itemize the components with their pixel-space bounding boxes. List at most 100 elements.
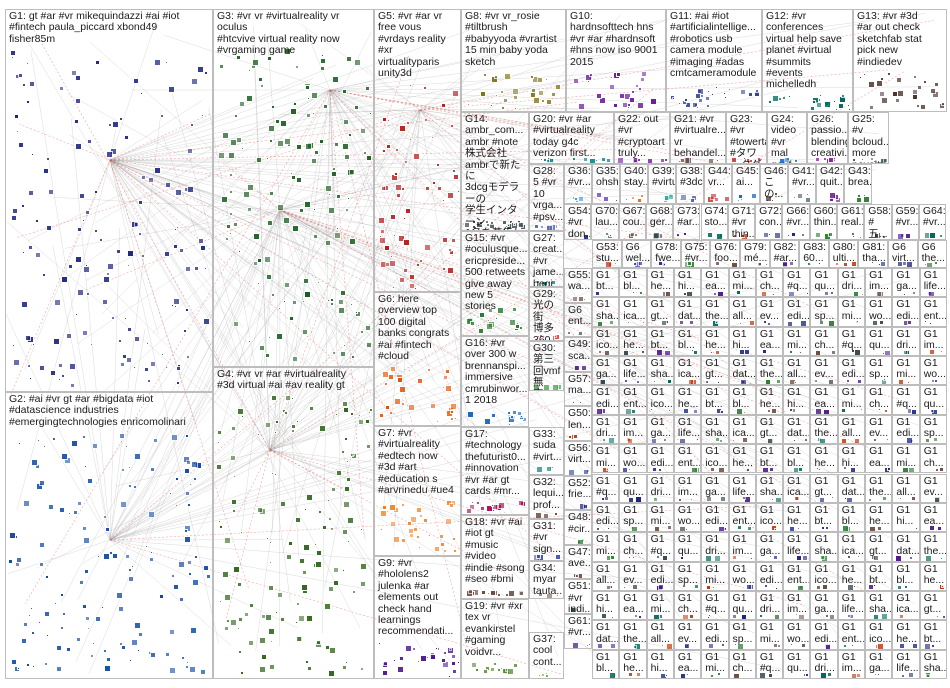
group-label: G1 ica... — [732, 415, 755, 440]
small-group-panel: G1 ico... — [755, 502, 784, 533]
vertex — [513, 663, 519, 669]
vertex — [604, 232, 609, 236]
vertex — [904, 585, 909, 590]
edge — [109, 159, 888, 660]
vertex — [395, 193, 401, 199]
vertex — [497, 592, 502, 597]
vertex — [606, 527, 610, 531]
vertex — [342, 143, 350, 151]
small-group-panel: G1 edi... — [810, 620, 838, 650]
edge — [130, 89, 331, 584]
vertex — [539, 157, 543, 161]
vertex — [568, 434, 573, 439]
edge — [109, 159, 876, 171]
vertex — [595, 407, 603, 414]
vertex — [768, 99, 773, 104]
group-label: G1 qu... — [623, 474, 644, 498]
small-group-panel: G1 dri... — [810, 649, 838, 679]
vertex — [610, 615, 614, 619]
edge — [109, 159, 352, 323]
vertex — [225, 223, 231, 229]
edge — [109, 159, 197, 426]
group-label: G1 wo... — [923, 357, 946, 381]
vertex — [271, 104, 276, 109]
vertex — [424, 186, 430, 192]
vertex — [253, 232, 261, 240]
vertex — [248, 340, 252, 344]
small-group-panel: G72: con... — [755, 204, 783, 240]
vertex — [806, 291, 810, 295]
vertex — [496, 307, 504, 315]
group-panel-g30: G30: 第三 回vmf 無事... — [529, 341, 564, 391]
vertex — [924, 437, 930, 443]
small-group-panel: G66: #vr... — [782, 204, 810, 240]
vertex — [304, 143, 312, 151]
vertex — [358, 413, 362, 417]
group-panel-g8: G8: #vr vr_rosie #tiltbrush #babyyoda #v… — [461, 9, 566, 112]
group-label: G1 qu... — [787, 650, 808, 675]
vertex — [164, 181, 171, 188]
small-group-panel: G1 gt... — [865, 532, 893, 562]
small-group-panel: G1 mi... — [646, 502, 674, 533]
vertex — [878, 263, 882, 267]
vertex — [623, 378, 628, 383]
edge — [329, 18, 670, 91]
vertex — [871, 320, 878, 326]
edge — [366, 68, 421, 111]
vertex — [348, 168, 355, 175]
vertex — [133, 221, 139, 227]
vertex — [266, 156, 270, 160]
group-label: G1 ea... — [923, 503, 945, 528]
vertex — [381, 185, 387, 191]
small-group-panel: G1 edi... — [892, 414, 920, 445]
vertex — [684, 643, 691, 649]
vertex — [574, 573, 579, 578]
vertex — [539, 225, 544, 230]
group-label: G1 ch... — [732, 650, 753, 675]
vertex — [707, 232, 714, 239]
small-group-panel: G1 ent... — [728, 502, 756, 533]
vertex — [127, 264, 131, 268]
vertex — [755, 88, 760, 93]
vertex — [330, 487, 336, 493]
group-panel-g46: G46: この... — [760, 164, 788, 204]
vertex — [61, 374, 66, 379]
vertex — [147, 379, 152, 384]
group-label: G1 ev... — [623, 562, 643, 586]
edge — [329, 89, 435, 381]
edge-highlight — [109, 539, 563, 675]
vertex — [452, 168, 457, 173]
vertex — [801, 233, 806, 238]
vertex — [26, 364, 31, 369]
vertex — [822, 157, 827, 162]
edge — [279, 209, 473, 481]
group-label: G1 ea... — [759, 327, 781, 352]
vertex — [509, 318, 517, 326]
edge — [279, 209, 915, 604]
edge — [109, 78, 314, 161]
vertex — [814, 231, 821, 238]
vertex — [198, 237, 205, 244]
vertex — [48, 188, 55, 195]
vertex — [403, 216, 407, 220]
vertex — [867, 81, 875, 89]
small-group-panel: G70: lau... — [591, 204, 619, 240]
vertex — [749, 158, 754, 163]
vertex — [480, 91, 486, 98]
edge — [163, 89, 331, 145]
vertex — [296, 635, 303, 642]
vertex — [428, 534, 432, 538]
group-label: G1 life... — [677, 415, 701, 440]
vertex — [863, 73, 867, 77]
edge — [75, 209, 281, 662]
group-panel-g38: G38: #3dc... — [676, 164, 704, 204]
vertex — [128, 567, 133, 572]
vertex — [626, 320, 630, 324]
small-group-panel: G1 bt... — [755, 444, 784, 474]
edge-highlight — [329, 89, 603, 137]
vertex — [408, 533, 414, 539]
vertex — [94, 189, 99, 194]
group-label: G1 ev... — [814, 357, 834, 381]
small-group-panel: G61: real... — [837, 204, 865, 240]
vertex — [49, 369, 56, 376]
